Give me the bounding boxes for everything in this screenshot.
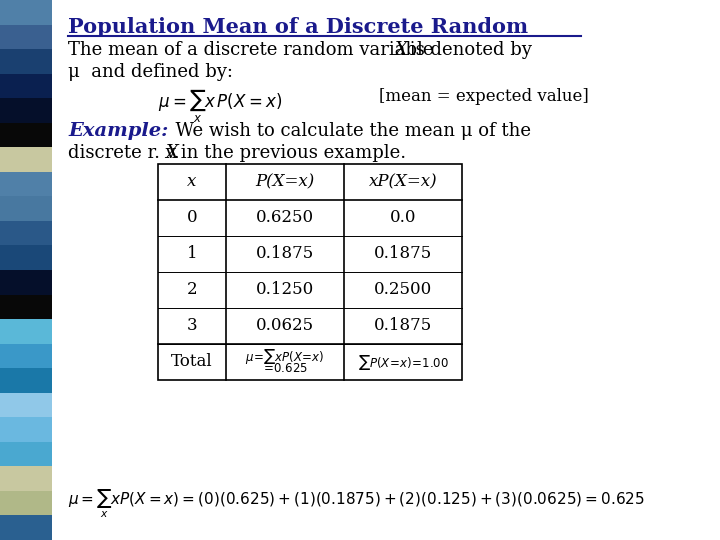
Text: 0.6250: 0.6250 [256, 210, 314, 226]
Text: $=\!0.625$: $=\!0.625$ [261, 362, 309, 375]
Text: Population Mean of a Discrete Random: Population Mean of a Discrete Random [68, 17, 528, 37]
Bar [0, 24, 52, 49]
Text: 0.1875: 0.1875 [256, 246, 314, 262]
Text: is denoted by: is denoted by [404, 41, 532, 59]
Bar [0, 442, 52, 467]
Text: [mean = expected value]: [mean = expected value] [358, 88, 589, 105]
Text: 0.1875: 0.1875 [374, 246, 432, 262]
Text: xP(X=x): xP(X=x) [369, 173, 437, 191]
Text: x: x [187, 173, 197, 191]
Bar [0, 197, 52, 221]
Bar [0, 172, 52, 197]
Bar [0, 393, 52, 417]
Bar [0, 343, 52, 368]
Bar [0, 98, 52, 123]
Text: X: X [394, 41, 407, 59]
Bar [0, 221, 52, 246]
Bar [0, 123, 52, 147]
Text: We wish to calculate the mean μ of the: We wish to calculate the mean μ of the [164, 122, 531, 140]
Bar [0, 147, 52, 172]
Bar [0, 516, 52, 540]
Text: Example:: Example: [68, 122, 168, 140]
Bar [158, 164, 462, 380]
Text: 3: 3 [186, 318, 197, 334]
Text: $\mu\!=\!\sum xP(X\!=\!x)$: $\mu\!=\!\sum xP(X\!=\!x)$ [246, 347, 325, 366]
Text: $\sum P(X\!=\!x)\!=\!1.00$: $\sum P(X\!=\!x)\!=\!1.00$ [358, 353, 449, 372]
Bar [0, 0, 52, 24]
Bar [0, 246, 52, 270]
Text: 0.0: 0.0 [390, 210, 416, 226]
Bar [0, 491, 52, 516]
Text: $\mu = \sum_{x} x\, P(X = x)$: $\mu = \sum_{x} x\, P(X = x)$ [158, 88, 282, 125]
Text: The mean of a discrete random variable: The mean of a discrete random variable [68, 41, 439, 59]
Text: Total: Total [171, 354, 213, 370]
Bar [0, 294, 52, 319]
Text: discrete r. v.: discrete r. v. [68, 144, 185, 162]
Bar [0, 467, 52, 491]
Bar [0, 270, 52, 294]
Text: 0.0625: 0.0625 [256, 318, 314, 334]
Bar [0, 49, 52, 73]
Text: $\mu = \sum_{x} xP(X = x) = (0)(0.625) + (1)(0.1875) + (2)(0.125) + (3)(0.0625) : $\mu = \sum_{x} xP(X = x) = (0)(0.625) +… [68, 488, 644, 520]
Bar [0, 368, 52, 393]
Text: 1: 1 [186, 246, 197, 262]
Text: 0.1250: 0.1250 [256, 281, 314, 299]
Text: μ  and defined by:: μ and defined by: [68, 63, 233, 81]
Text: 0.2500: 0.2500 [374, 281, 432, 299]
Text: P(X=x): P(X=x) [256, 173, 315, 191]
Text: 2: 2 [186, 281, 197, 299]
Text: 0: 0 [186, 210, 197, 226]
Bar [0, 73, 52, 98]
Text: 0.1875: 0.1875 [374, 318, 432, 334]
Text: X: X [165, 144, 178, 162]
Bar [0, 319, 52, 343]
Text: in the previous example.: in the previous example. [175, 144, 406, 162]
Bar [0, 417, 52, 442]
